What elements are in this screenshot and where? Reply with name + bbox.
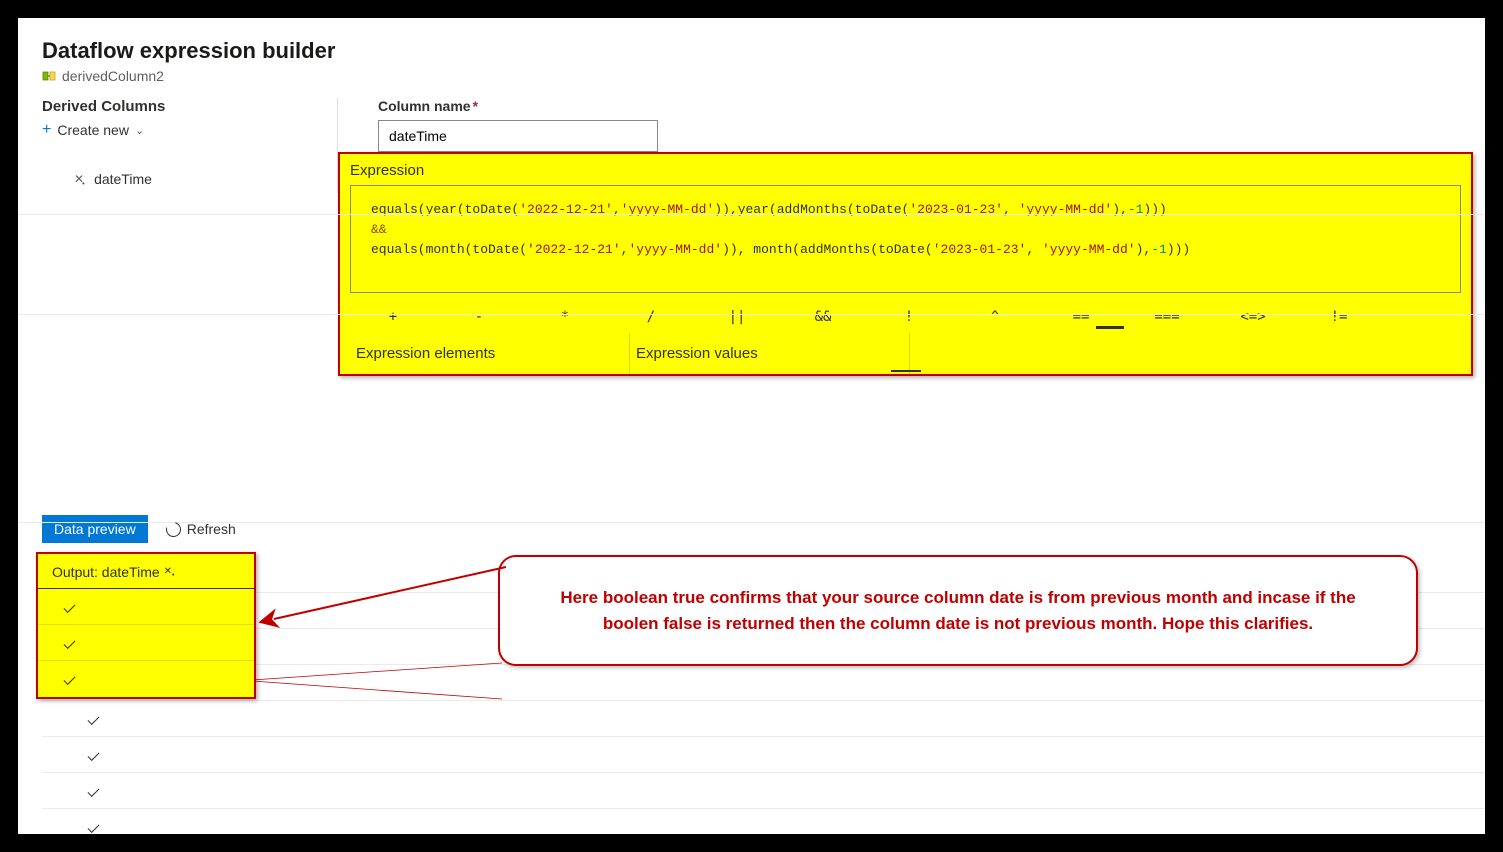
table-row: [38, 589, 254, 625]
operator--button[interactable]: ||: [694, 309, 780, 325]
expression-editor[interactable]: equals(year(toDate('2022-12-21','yyyy-MM…: [350, 185, 1461, 293]
column-type-badge-icon: ✕•: [164, 566, 175, 579]
create-new-label: Create new: [57, 122, 129, 138]
operator--button[interactable]: ===: [1124, 309, 1210, 325]
check-icon: [86, 821, 102, 833]
plus-icon: +: [42, 121, 51, 139]
operator--button[interactable]: !: [866, 309, 952, 325]
refresh-button[interactable]: Refresh: [166, 521, 236, 537]
refresh-label: Refresh: [187, 521, 236, 537]
create-new-button[interactable]: + Create new ⌄: [42, 121, 337, 165]
check-icon: [62, 601, 78, 613]
operator--button[interactable]: *: [522, 309, 608, 325]
column-name-label: Column name*: [378, 98, 1485, 120]
output-column-header[interactable]: Output: dateTime ✕•: [38, 554, 254, 589]
columns-area: Derived Columns + Create new ⌄ ✕• dateTi…: [18, 98, 1485, 193]
table-row: [42, 773, 1485, 809]
tab-expression-values[interactable]: Expression values: [630, 333, 910, 374]
check-icon: [62, 637, 78, 649]
right-column: Column name* Expression equals(year(toDa…: [338, 98, 1485, 193]
table-row: [42, 809, 1485, 834]
breadcrumb: derivedColumn2: [18, 68, 1485, 98]
check-icon: [86, 749, 102, 761]
annotation-text: Here boolean true confirms that your sou…: [534, 585, 1382, 636]
annotation-callout: Here boolean true confirms that your sou…: [498, 555, 1418, 666]
page-title: Dataflow expression builder: [18, 38, 1485, 68]
required-asterisk: *: [471, 98, 478, 114]
operator--button[interactable]: <=>: [1210, 309, 1296, 325]
left-column: Derived Columns + Create new ⌄ ✕• dateTi…: [18, 98, 338, 193]
outer-frame: Dataflow expression builder derivedColum…: [0, 0, 1503, 852]
table-row: [42, 737, 1485, 773]
divider-line: [18, 214, 1485, 215]
derived-columns-heading: Derived Columns: [42, 98, 337, 121]
column-type-icon: ✕•: [74, 172, 84, 186]
breadcrumb-label: derivedColumn2: [62, 68, 164, 84]
check-icon: [86, 785, 102, 797]
operator-toolbar: +-*/||&&!^=====<=>!=›: [350, 293, 1461, 333]
table-row: [38, 625, 254, 661]
derived-column-name: dateTime: [94, 171, 152, 187]
derived-column-item[interactable]: ✕• dateTime: [42, 165, 337, 193]
tab-expression-elements[interactable]: Expression elements: [350, 333, 630, 374]
check-icon: [86, 713, 102, 725]
operator--button[interactable]: !=: [1296, 309, 1382, 325]
chevron-down-icon: ⌄: [135, 124, 144, 137]
operator--button[interactable]: -: [436, 309, 522, 325]
expression-label: Expression: [350, 162, 1461, 185]
preview-toolbar: Data preview Refresh: [18, 515, 1485, 555]
operator--button[interactable]: ^: [952, 309, 1038, 325]
operator--button[interactable]: &&: [780, 309, 866, 325]
expression-tabs: Expression elements Expression values: [350, 333, 1461, 374]
output-highlight-box: Output: dateTime ✕•: [36, 552, 256, 699]
divider-line: [18, 314, 1485, 315]
data-preview-button[interactable]: Data preview: [42, 515, 148, 543]
preview-table: Output: dateTime ✕• Here boolean true c: [18, 555, 1485, 834]
table-row: [42, 665, 1485, 701]
derived-column-icon: [42, 69, 56, 83]
divider-line: [18, 522, 1485, 523]
column-name-input[interactable]: [378, 120, 658, 152]
check-icon: [62, 673, 78, 685]
table-row: [42, 701, 1485, 737]
operator--button[interactable]: ==: [1038, 309, 1124, 325]
drag-handle-icon[interactable]: [891, 370, 921, 372]
table-row: [38, 661, 254, 697]
expression-highlight-box: Expression equals(year(toDate('2022-12-2…: [338, 152, 1473, 376]
app-panel: Dataflow expression builder derivedColum…: [18, 18, 1485, 834]
operator--button[interactable]: /: [608, 309, 694, 325]
operator--button[interactable]: +: [350, 309, 436, 325]
